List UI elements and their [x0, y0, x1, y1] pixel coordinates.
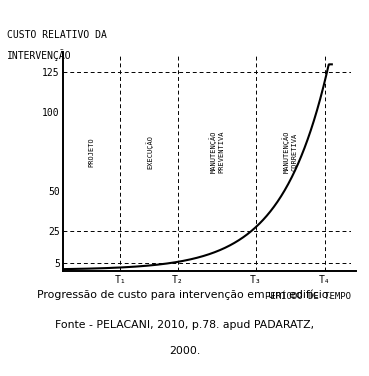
Text: 2000.: 2000. — [169, 346, 200, 356]
Text: MANUTENÇÃO
CORRETIVA: MANUTENÇÃO CORRETIVA — [283, 130, 298, 173]
Text: Progressão de custo para intervenção em um edifício.: Progressão de custo para intervenção em … — [37, 290, 332, 300]
Text: MANUTENÇÃO
PREVENTIVA: MANUTENÇÃO PREVENTIVA — [209, 130, 224, 173]
Text: EXECUÇÃO: EXECUÇÃO — [145, 135, 153, 169]
Text: PROJETO: PROJETO — [89, 137, 94, 167]
Text: CUSTO RELATIVO DA: CUSTO RELATIVO DA — [7, 30, 107, 40]
Text: Fonte - PELACANI, 2010, p.78. apud PADARATZ,: Fonte - PELACANI, 2010, p.78. apud PADAR… — [55, 320, 314, 330]
Text: PERÍODO DE TEMPO: PERÍODO DE TEMPO — [265, 292, 351, 301]
Text: INTERVENÇÃO: INTERVENÇÃO — [7, 49, 72, 61]
